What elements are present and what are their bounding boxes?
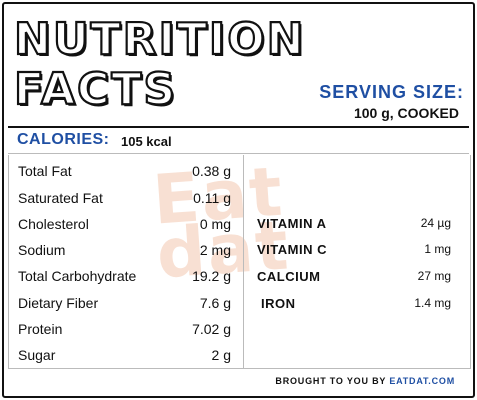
serving-size-value: 100 g, COOKED — [353, 105, 459, 121]
calories-value: 105 kcal — [121, 134, 172, 149]
nutrient-name: Total Carbohydrate — [18, 268, 137, 284]
nutrient-name: Dietary Fiber — [18, 295, 99, 311]
nutrient-value: 19.2 g — [192, 268, 231, 284]
mineral-name: IRON — [261, 296, 296, 311]
footer-credit: BROUGHT TO YOU BY EATDAT.COM — [275, 376, 455, 386]
nutrient-value: 0.11 g — [193, 190, 231, 206]
mineral-name: CALCIUM — [257, 269, 321, 284]
header-rule — [8, 126, 469, 128]
calories-rule — [8, 153, 469, 154]
column-divider — [243, 155, 244, 369]
vitamin-value: 1 mg — [424, 242, 451, 256]
vitamin-name: VITAMIN C — [257, 242, 327, 257]
vitamin-name: VITAMIN A — [257, 216, 327, 231]
calories-label: CALORIES: — [17, 131, 110, 148]
footer-brand-link[interactable]: EATDAT.COM — [389, 376, 455, 386]
mineral-value: 27 mg — [417, 269, 451, 283]
serving-size-label: SERVING SIZE: — [319, 82, 464, 102]
nutrient-value: 2 mg — [199, 242, 231, 258]
nutrient-name: Sugar — [18, 347, 56, 363]
nutrient-name: Protein — [18, 321, 63, 337]
mineral-value: 1.4 mg — [414, 296, 451, 310]
vitamin-value: 24 µg — [420, 216, 451, 230]
nutrient-name: Saturated Fat — [18, 190, 103, 206]
nutrient-name: Sodium — [18, 242, 66, 258]
nutrient-value: 0.38 g — [192, 163, 231, 179]
nutrient-value: 2 g — [211, 347, 231, 363]
nutrient-value: 7.6 g — [199, 295, 231, 311]
nutrient-name: Total Fat — [18, 163, 72, 179]
nutrient-value: 7.02 g — [192, 321, 231, 337]
nutrient-panel — [8, 155, 471, 369]
nutrient-value: 0 mg — [199, 216, 231, 232]
nutrient-name: Cholesterol — [18, 216, 89, 232]
title-line-1: NUTRITION — [13, 14, 306, 65]
title-line-2: FACTS — [13, 64, 178, 115]
footer-prefix: BROUGHT TO YOU BY — [275, 376, 387, 386]
